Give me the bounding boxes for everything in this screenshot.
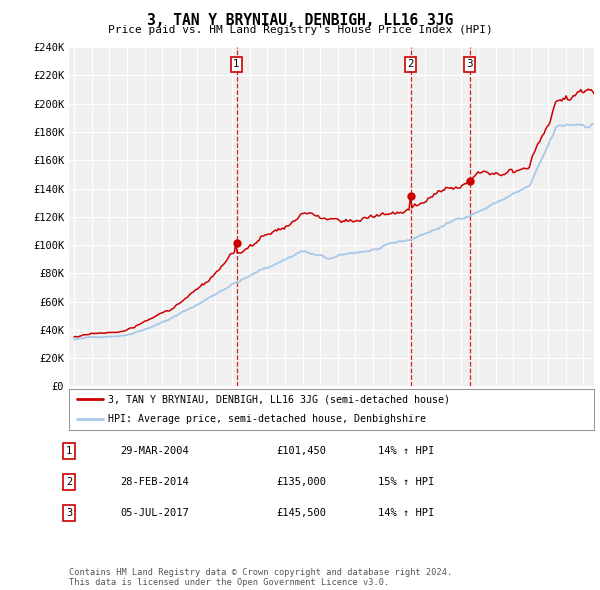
Text: 3, TAN Y BRYNIAU, DENBIGH, LL16 3JG: 3, TAN Y BRYNIAU, DENBIGH, LL16 3JG xyxy=(147,13,453,28)
Text: 2: 2 xyxy=(407,59,414,69)
Text: 28-FEB-2014: 28-FEB-2014 xyxy=(120,477,189,487)
Text: 2: 2 xyxy=(66,477,72,487)
Text: 3: 3 xyxy=(66,508,72,517)
Text: 3, TAN Y BRYNIAU, DENBIGH, LL16 3JG (semi-detached house): 3, TAN Y BRYNIAU, DENBIGH, LL16 3JG (sem… xyxy=(109,395,451,404)
Text: £135,000: £135,000 xyxy=(276,477,326,487)
Text: Contains HM Land Registry data © Crown copyright and database right 2024.
This d: Contains HM Land Registry data © Crown c… xyxy=(69,568,452,587)
Text: 05-JUL-2017: 05-JUL-2017 xyxy=(120,508,189,517)
Text: 29-MAR-2004: 29-MAR-2004 xyxy=(120,447,189,456)
Text: 15% ↑ HPI: 15% ↑ HPI xyxy=(378,477,434,487)
Text: 14% ↑ HPI: 14% ↑ HPI xyxy=(378,447,434,456)
Text: HPI: Average price, semi-detached house, Denbighshire: HPI: Average price, semi-detached house,… xyxy=(109,415,427,424)
Text: 14% ↑ HPI: 14% ↑ HPI xyxy=(378,508,434,517)
Text: Price paid vs. HM Land Registry's House Price Index (HPI): Price paid vs. HM Land Registry's House … xyxy=(107,25,493,35)
Text: £145,500: £145,500 xyxy=(276,508,326,517)
Text: 3: 3 xyxy=(466,59,473,69)
Text: 1: 1 xyxy=(233,59,240,69)
Text: 1: 1 xyxy=(66,447,72,456)
Text: £101,450: £101,450 xyxy=(276,447,326,456)
